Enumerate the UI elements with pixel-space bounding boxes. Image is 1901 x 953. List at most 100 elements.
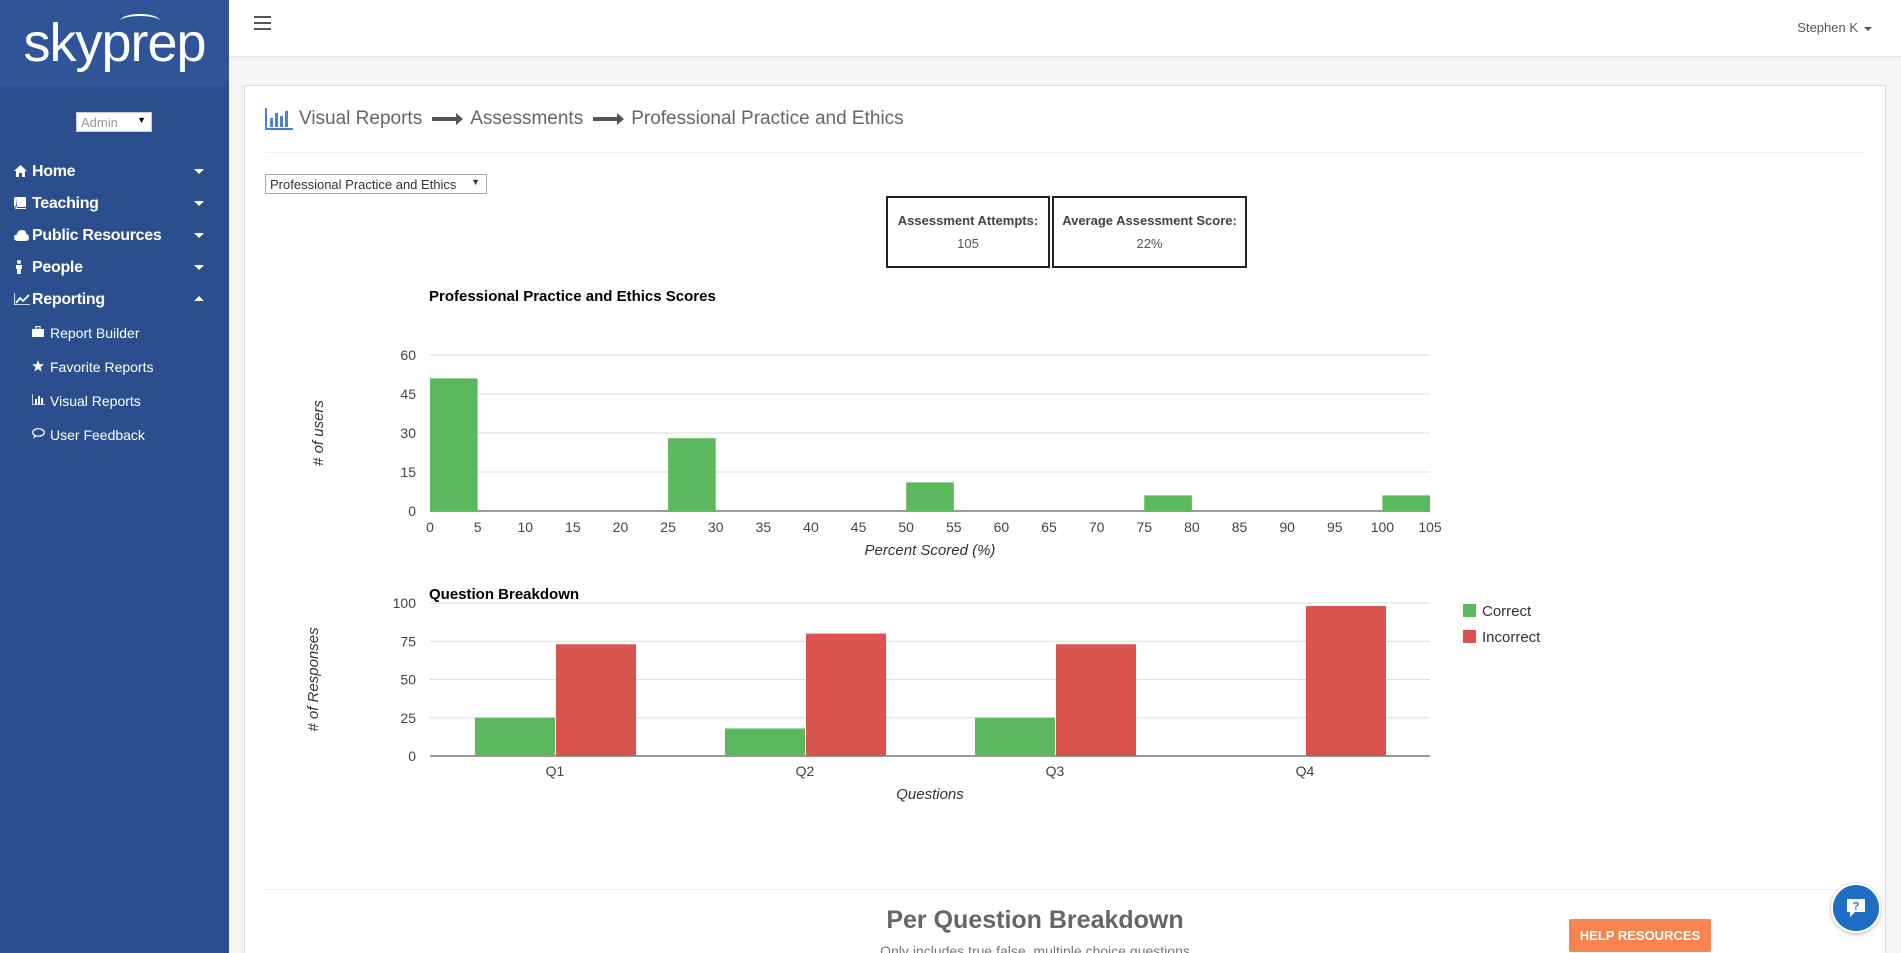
- top-bar: Stephen K: [229, 0, 1901, 57]
- x-tick-label: 100: [1371, 519, 1395, 535]
- x-tick-label: 0: [426, 519, 434, 535]
- chevron-down-icon: [194, 169, 204, 174]
- question-breakdown-title: Question Breakdown: [429, 586, 580, 603]
- bar-correct: [725, 728, 805, 756]
- arrow-right-icon: [432, 113, 464, 125]
- x-tick-label: 35: [756, 519, 772, 535]
- sidebar-subitem-report-builder[interactable]: Report Builder: [32, 322, 212, 344]
- chat-icon: ?: [1847, 899, 1865, 917]
- assessment-attempts-value: 105: [957, 236, 979, 251]
- scores-chart-title: Professional Practice and Ethics Scores: [429, 288, 716, 305]
- y-tick-label: 0: [408, 503, 416, 519]
- x-tick-label: 85: [1232, 519, 1248, 535]
- sidebar-item-home[interactable]: Home: [14, 158, 214, 186]
- y-tick-label: 60: [400, 347, 416, 363]
- book-icon: [14, 196, 32, 212]
- bar-incorrect: [1056, 644, 1136, 756]
- chevron-up-icon: [194, 296, 204, 301]
- bar-correct: [475, 717, 555, 756]
- y-tick-label: 30: [400, 425, 416, 441]
- x-tick-label: 15: [565, 519, 581, 535]
- x-tick-label: 30: [708, 519, 724, 535]
- bar-correct: [975, 717, 1055, 756]
- x-tick-label: 55: [946, 519, 962, 535]
- scores-histogram: 0 15 30 45 60 0 5 10 15 20 25 30 35 40 45 50 55 60 65 70 75 8…: [310, 347, 1442, 559]
- sidebar-subitem-user-feedback[interactable]: User Feedback: [32, 424, 212, 446]
- help-resources-button[interactable]: HELP RESOURCES: [1569, 919, 1711, 952]
- x-tick-label: 80: [1184, 519, 1200, 535]
- sidebar-item-reporting[interactable]: Reporting: [13, 286, 214, 314]
- x-tick-label: Q3: [1046, 763, 1065, 779]
- logo-area[interactable]: skyprep: [0, 0, 229, 86]
- bar-chart-icon: [265, 108, 293, 130]
- histogram-bar: [668, 438, 716, 511]
- x-tick-label: 95: [1327, 519, 1343, 535]
- x-tick-label: 60: [994, 519, 1010, 535]
- histogram-bar: [1382, 495, 1430, 511]
- cloud-icon: [14, 229, 32, 244]
- user-menu[interactable]: Stephen K: [1797, 20, 1872, 35]
- breadcrumb-current-assessment: Professional Practice and Ethics: [631, 108, 904, 129]
- x-tick-label: 45: [851, 519, 867, 535]
- comment-icon: [32, 428, 50, 442]
- x-tick-label: Q2: [796, 763, 815, 779]
- arrow-right-icon: [593, 113, 625, 125]
- x-tick-label: 25: [660, 519, 676, 535]
- x-tick-label: 5: [474, 519, 482, 535]
- chat-support-button[interactable]: ?: [1831, 883, 1881, 933]
- y-tick-label: 45: [400, 386, 416, 402]
- sidebar-subitem-visual-reports[interactable]: Visual Reports: [31, 390, 212, 412]
- y-tick-label: 0: [408, 748, 416, 764]
- bar-incorrect: [556, 644, 636, 756]
- person-icon: [14, 259, 32, 277]
- breadcrumb-assessments[interactable]: Assessments: [470, 108, 584, 129]
- x-tick-label: 90: [1279, 519, 1295, 535]
- x-tick-label: 105: [1418, 519, 1442, 535]
- average-score-box: Average Assessment Score: 22%: [1052, 196, 1247, 268]
- per-question-subtitle: Only includes true false, multiple choic…: [880, 943, 1190, 953]
- sidebar-item-public-resources[interactable]: Public Resources: [14, 222, 214, 250]
- x-tick-label: 10: [517, 519, 533, 535]
- breadcrumb-visual-reports[interactable]: Visual Reports: [299, 108, 423, 129]
- assessment-select[interactable]: Professional Practice and Ethics ▼: [265, 174, 487, 194]
- svg-text:?: ?: [1853, 901, 1860, 913]
- briefcase-icon: [32, 325, 50, 340]
- divider: [265, 152, 1865, 153]
- average-score-value: 22%: [1136, 236, 1163, 251]
- per-question-title: Per Question Breakdown: [886, 906, 1184, 934]
- x-tick-label: Q1: [546, 763, 565, 779]
- y-tick-label: 50: [400, 672, 416, 688]
- role-select[interactable]: Admin ▼: [76, 112, 152, 132]
- sidebar-item-people[interactable]: People: [14, 254, 214, 282]
- x-axis-label: Percent Scored (%): [865, 542, 996, 559]
- line-chart-icon: [13, 292, 32, 308]
- bar-incorrect: [806, 633, 886, 756]
- chevron-down-icon: [194, 265, 204, 270]
- chevron-down-icon: [194, 201, 204, 206]
- bar-incorrect: [1306, 606, 1386, 756]
- histogram-bar: [906, 482, 954, 511]
- chevron-down-icon: [194, 233, 204, 238]
- legend-label: Incorrect: [1482, 629, 1541, 646]
- sidebar-item-teaching[interactable]: Teaching: [14, 190, 214, 218]
- skyprep-logo: skyprep: [23, 13, 206, 73]
- legend-swatch: [1463, 604, 1476, 617]
- assessment-attempts-box: Assessment Attempts: 105: [886, 196, 1050, 268]
- visual-report-card: Visual Reports Assessments Professional …: [244, 85, 1886, 953]
- menu-toggle-icon[interactable]: [254, 16, 271, 30]
- x-tick-label: Q4: [1296, 763, 1315, 779]
- sidebar-subitem-favorite-reports[interactable]: Favorite Reports: [32, 356, 212, 378]
- y-tick-label: 100: [393, 595, 417, 611]
- legend-label: Correct: [1482, 603, 1532, 620]
- x-tick-label: 40: [803, 519, 819, 535]
- breadcrumb: Visual Reports Assessments Professional …: [265, 108, 914, 130]
- y-axis-label: # of Responses: [305, 627, 322, 732]
- x-axis-label: Questions: [896, 786, 964, 803]
- caret-down-icon: [1864, 26, 1872, 31]
- legend-swatch: [1463, 630, 1476, 643]
- x-tick-label: 70: [1089, 519, 1105, 535]
- x-tick-label: 50: [898, 519, 914, 535]
- bar-chart-icon: [31, 394, 50, 408]
- caret-down-icon: ▼: [137, 115, 146, 125]
- star-icon: [32, 359, 50, 375]
